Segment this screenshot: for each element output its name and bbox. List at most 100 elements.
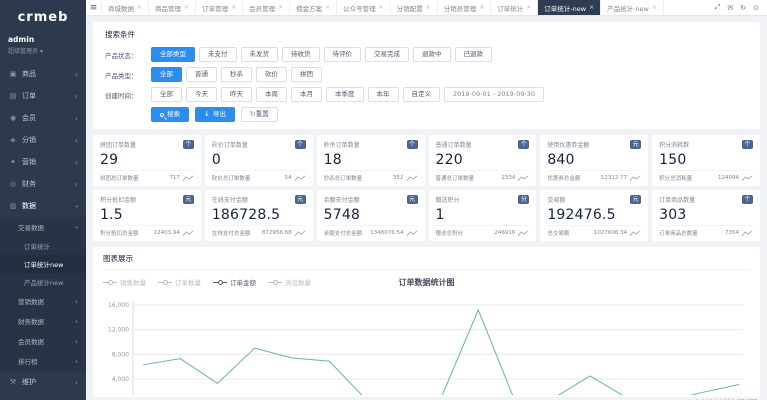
close-icon[interactable]: × [425,4,431,11]
close-icon[interactable]: × [325,4,331,11]
sidebar-group-member-data[interactable]: 会员数据 ‹ [0,331,86,351]
filter-option-status[interactable]: 全部类型 [151,47,195,63]
sidebar-group-marketing-data[interactable]: 营销数据 ‹ [0,291,86,311]
content-scroll[interactable]: 搜索条件 产品状态： 全部类型 未支付 未发货 待收货 待评价 交易完成 退款中 已退款 产品类型… [86,16,767,400]
stat-card-footer: 余额支付总金额 1348076.54 [323,225,418,237]
tab-member-manage[interactable]: 会员管理 × [243,0,291,15]
stat-card-points-used: 积分消耗数 个 150 积分总消耗量 124094 [652,135,760,187]
menu-toggle-icon[interactable]: ≡ [86,0,102,15]
close-icon[interactable]: × [231,4,237,11]
stat-card-title: 赠送积分 [435,197,460,205]
filter-panel-title: 搜索条件 [105,30,135,39]
filter-panel: 搜索条件 产品状态： 全部类型 未支付 未发货 待收货 待评价 交易完成 退款中 已退款 产品类型… [93,22,760,130]
close-icon[interactable]: × [651,4,657,11]
tab-mall-data[interactable]: 商城数据 × [102,0,150,15]
stat-card-footer: 砍价总订单数量 54 [211,170,306,182]
stat-total-label: 在线支付总金额 [211,231,251,238]
message-icon[interactable]: ✉ [727,3,734,12]
sidebar-item-members[interactable]: ◉ 会员 ‹ [0,107,86,129]
search-icon [160,112,164,117]
filter-option-status[interactable]: 已退款 [454,47,492,63]
trend-icon [406,175,417,182]
filter-option-type[interactable]: 砍价 [256,67,287,83]
sidebar-item-data[interactable]: ▥ 数据 ‹ [0,195,86,217]
tab-label: 订单统计 [497,4,524,13]
user-role[interactable]: 超级管理员 ▾ [8,46,78,55]
stat-total-value: 352 [393,175,404,182]
filter-option-status[interactable]: 退款中 [413,47,451,63]
filter-option-time[interactable]: 全部 [151,87,182,103]
tab-order-stats[interactable]: 订单统计 × [491,0,539,15]
sidebar-item-orders[interactable]: ▤ 订单 ‹ [0,85,86,107]
filter-option-status[interactable]: 待收货 [282,47,320,63]
unit-badge: 分 [518,195,530,205]
tab-order-stats-new[interactable]: 订单统计-new × [538,0,602,15]
unit-badge: 元 [630,140,642,150]
filter-option-status[interactable]: 待评价 [323,47,361,63]
close-icon[interactable]: × [278,4,284,11]
stat-card-value: 192476.5 [547,207,616,224]
tab-label: 商城数据 [108,4,134,13]
reset-button[interactable]: ↻重置 [240,107,278,123]
sidebar-group-trade-data[interactable]: 交易数据 ‹ [0,217,86,237]
logout-icon[interactable]: ⊙ [753,3,759,12]
close-icon[interactable]: × [526,4,532,11]
unit-badge: 元 [182,195,194,205]
close-icon[interactable]: × [184,4,190,11]
tab-distribution-config[interactable]: 分销配置 × [391,0,438,15]
button-label: 搜索 [167,110,180,119]
close-icon[interactable]: × [378,4,384,11]
sidebar-item-distribution[interactable]: ◈ 分销 ‹ [0,129,86,151]
tab-distributor-manage[interactable]: 分销员管理 × [438,0,492,15]
filter-option-time[interactable]: 昨天 [221,87,252,103]
filter-option-time[interactable]: 本周 [256,87,287,103]
sidebar-subitem-order-stats[interactable]: 订单统计 [24,243,50,251]
sidebar-item-maintain[interactable]: ⚒ 维护 ‹ [0,371,86,393]
legend-item[interactable]: 订单金额 [213,277,256,287]
search-button[interactable]: 搜索 [151,107,189,123]
sidebar-item-marketing[interactable]: ✦ 营销 ‹ [0,151,86,173]
sidebar-subitem-product-stats-new[interactable]: 产品统计new [24,279,64,287]
sidebar-item-goods[interactable]: ▣ 商品 ‹ [0,63,86,85]
filter-option-type[interactable]: 普通 [186,67,217,83]
legend-item[interactable]: 订单数量 [158,277,201,287]
tab-official-manage[interactable]: 公众号管理 × [337,0,391,15]
filter-option-type[interactable]: 秒杀 [221,67,252,83]
filter-option-time[interactable]: 今天 [186,87,217,103]
chevron-icon: ‹ [71,225,81,229]
tab-goods-manage[interactable]: 商品管理 × [149,0,197,15]
close-icon[interactable]: × [479,4,485,11]
order-icon: ▤ [9,92,17,100]
stat-card-head: 秒杀订单数量 个 [324,140,418,150]
chevron-icon: ‹ [74,135,78,145]
sidebar-group-finance-data[interactable]: 财务数据 ‹ [0,311,86,331]
date-range-button[interactable]: 2019-09-01 - 2019-09-30 [444,87,545,103]
legend-item[interactable]: 浏览数量 [268,277,311,287]
sidebar-item-finance[interactable]: ◎ 财务 ‹ [0,173,86,195]
filter-option-status[interactable]: 交易完成 [365,47,409,63]
stat-total-value: 1348076.54 [370,230,404,237]
filter-option-time[interactable]: 自定义 [402,87,440,103]
filter-option-type[interactable]: 拼团 [291,67,322,83]
filter-option-time[interactable]: 本年 [367,87,399,103]
export-button[interactable]: ↓ 导出 [195,107,235,123]
sidebar-item-label: 维护 [22,378,36,386]
filter-option-type[interactable]: 全部 [151,67,182,83]
refresh-icon[interactable]: ↻ [740,3,747,12]
filter-option-status[interactable]: 未支付 [199,47,237,63]
fullscreen-icon[interactable]: ⤢ [714,3,721,11]
stat-card-head: 交易额 元 [547,195,642,205]
stat-card-footer: 拼团总订单数量 717 [100,170,194,182]
filter-option-status[interactable]: 未发货 [240,47,278,63]
sidebar-group-ranking[interactable]: 排行榜 ‹ [0,351,86,371]
filter-option-time[interactable]: 本季度 [326,87,364,103]
sidebar-subitem-order-stats-new[interactable]: 订单统计new [0,255,86,273]
sidebar-item-decorate[interactable]: ▧装修‹ [0,393,86,400]
close-icon[interactable]: × [137,4,143,11]
close-icon[interactable]: × [589,4,595,11]
legend-item[interactable]: 销售数量 [103,277,146,287]
tab-commission-plan[interactable]: 佣金方案 × [290,0,338,15]
filter-option-time[interactable]: 本月 [291,87,322,103]
tab-order-manage[interactable]: 订单管理 × [196,0,244,15]
tab-product-stats-new[interactable]: 产品统计-new × [601,0,664,15]
